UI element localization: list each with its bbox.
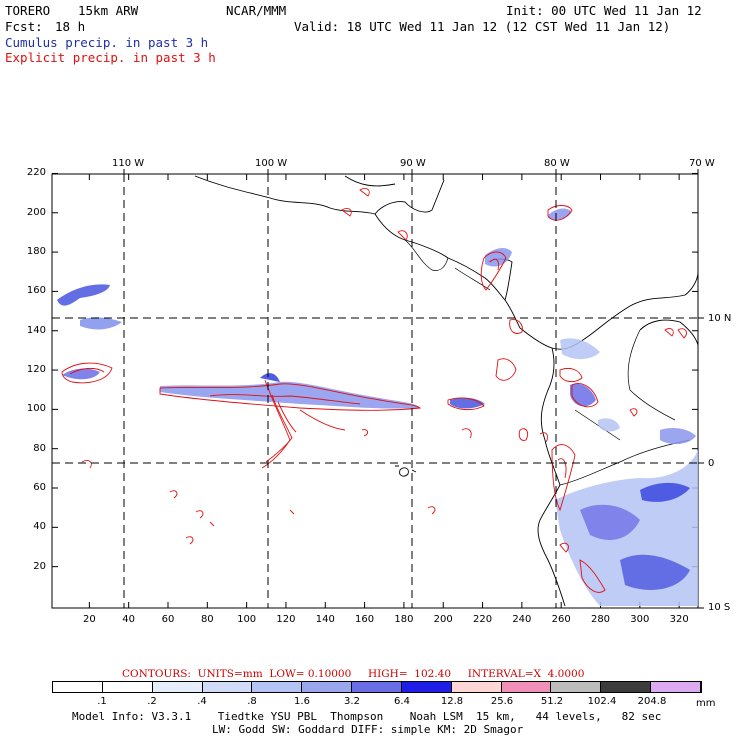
- organization: NCAR/MMM: [226, 3, 287, 18]
- forecast-label: Fcst:: [5, 19, 43, 34]
- lat-label-10s: 10 S: [708, 602, 731, 613]
- y-tick-label: 220: [26, 167, 46, 179]
- x-tick-label: 140: [315, 614, 335, 625]
- lat-lon-gridlines: [52, 174, 698, 608]
- valid-time: Valid: 18 UTC Wed 11 Jan 12 (12 CST Wed …: [294, 19, 671, 34]
- cumulus-legend-line: Cumulus precip. in past 3 h: [5, 35, 209, 50]
- colorbar-swatch: [202, 682, 253, 692]
- explicit-legend-line: Explicit precip. in past 3 h: [5, 50, 216, 65]
- colorbar-label: 25.6: [490, 696, 514, 707]
- y-tick-label: 200: [26, 206, 46, 218]
- explicit-precip-contours: [61, 187, 687, 593]
- colorbar-label: 6.4: [394, 696, 410, 707]
- physics-info-line: LW: Godd SW: Goddard DIFF: simple KM: 2D…: [212, 723, 524, 736]
- colorbar: [52, 681, 702, 693]
- y-tick-label: 80: [33, 442, 46, 454]
- x-tick-label: 100: [237, 614, 257, 625]
- y-tick-label: 40: [33, 521, 46, 533]
- x-tick-label: 180: [394, 614, 414, 625]
- lon-label-80w: 80 W: [544, 158, 570, 169]
- lat-label-0: 0: [708, 458, 715, 469]
- colorbar-swatch: [352, 682, 402, 692]
- colorbar-swatch: [302, 682, 353, 692]
- x-tick-label: 260: [551, 614, 571, 625]
- colorbar-unit: mm: [696, 698, 716, 709]
- x-tick-label: 220: [473, 614, 493, 625]
- colorbar-label: .2: [147, 696, 157, 707]
- colorbar-swatch: [651, 682, 701, 692]
- model-name: TORERO: [5, 3, 51, 18]
- lon-label-100w: 100 W: [255, 158, 288, 169]
- model-info-line: Model Info: V3.3.1 Tiedtke YSU PBL Thomp…: [72, 710, 662, 723]
- colorbar-swatch: [53, 682, 103, 692]
- colorbar-swatch: [102, 682, 153, 692]
- colorbar-label: .8: [247, 696, 257, 707]
- y-tick-label: 160: [26, 285, 46, 297]
- x-tick-label: 160: [355, 614, 375, 625]
- x-tick-label: 240: [512, 614, 532, 625]
- cumulus-precip-shading: [57, 208, 698, 606]
- colorbar-label: 51.2: [540, 696, 564, 707]
- colorbar-label: .4: [197, 696, 207, 707]
- x-tick-label: 300: [630, 614, 650, 625]
- y-tick-label: 120: [26, 364, 46, 376]
- country-borders: [404, 239, 691, 486]
- x-tick-label: 280: [590, 614, 611, 625]
- map-ticks: [52, 169, 704, 609]
- lon-label-70w: 70 W: [689, 158, 715, 169]
- x-tick-label: 40: [122, 614, 136, 625]
- x-tick-label: 20: [82, 614, 96, 625]
- x-tick-label: 200: [433, 614, 453, 625]
- colorbar-swatch: [451, 682, 502, 692]
- forecast-hour: 18 h: [55, 19, 86, 34]
- model-resolution: 15km ARW: [78, 3, 139, 18]
- colorbar-label: 12.8: [440, 696, 464, 707]
- lat-label-10n: 10 N: [708, 313, 732, 324]
- x-tick-label: 80: [200, 614, 214, 625]
- colorbar-swatch: [601, 682, 652, 692]
- colorbar-label: 1.6: [294, 696, 310, 707]
- lon-label-90w: 90 W: [400, 158, 426, 169]
- colorbar-label: 3.2: [344, 696, 360, 707]
- colorbar-swatch: [501, 682, 552, 692]
- colorbar-swatch: [401, 682, 452, 692]
- colorbar-swatch: [152, 682, 203, 692]
- colorbar-label: 204.8: [637, 696, 667, 707]
- y-tick-label: 60: [33, 482, 46, 493]
- contour-info: CONTOURS: UNITS=mm LOW= 0.10000 HIGH= 10…: [122, 668, 585, 680]
- x-tick-label: 120: [276, 614, 296, 625]
- colorbar-swatch: [252, 682, 303, 692]
- colorbar-label: .1: [97, 696, 107, 707]
- x-tick-label: 60: [161, 614, 175, 625]
- init-time: Init: 00 UTC Wed 11 Jan 12: [506, 3, 702, 18]
- y-tick-label: 20: [33, 560, 46, 572]
- colorbar-swatch: [551, 682, 602, 692]
- x-tick-label: 320: [669, 614, 689, 625]
- y-tick-label: 140: [26, 324, 46, 336]
- y-tick-label: 100: [26, 403, 46, 415]
- lon-label-110w: 110 W: [112, 158, 145, 169]
- colorbar-label: 102.4: [587, 696, 617, 707]
- y-tick-label: 180: [26, 246, 46, 258]
